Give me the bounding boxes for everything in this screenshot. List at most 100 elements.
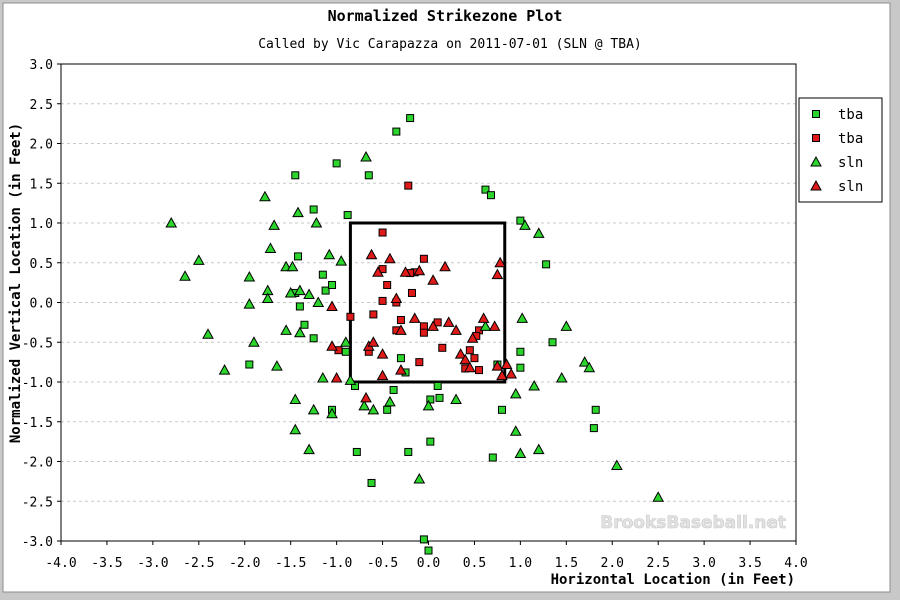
data-point [463, 361, 476, 373]
data-point [360, 391, 372, 403]
data-point [351, 381, 359, 390]
data-point [316, 371, 329, 383]
legend-label: sln [838, 155, 863, 171]
data-point [396, 315, 405, 324]
x-tick-label: -2.5 [183, 556, 214, 571]
data-point [486, 191, 495, 200]
data-point [450, 393, 462, 404]
data-point [300, 320, 309, 329]
data-point [475, 366, 484, 375]
legend-marker [810, 155, 822, 167]
x-tick-label: 2.5 [646, 556, 669, 571]
data-point [369, 310, 378, 319]
data-point [284, 286, 297, 298]
data-point [516, 347, 525, 356]
data-point [509, 425, 522, 436]
data-point [516, 216, 525, 225]
data-point [610, 459, 623, 470]
x-tick-label: -2.0 [229, 556, 260, 571]
data-point [488, 453, 497, 462]
data-point [192, 254, 205, 265]
x-tick-label: -3.5 [91, 556, 122, 571]
data-point [309, 205, 318, 214]
data-point [496, 369, 508, 381]
data-point [419, 535, 428, 544]
data-point [470, 354, 479, 363]
y-tick-label: -0.5 [22, 336, 53, 351]
data-point [291, 171, 300, 180]
y-tick-label: -2.0 [22, 456, 53, 471]
data-point [323, 248, 336, 260]
data-point [339, 336, 352, 347]
data-point [408, 312, 421, 323]
chart-panel [2, 2, 891, 593]
legend-marker [810, 179, 822, 191]
data-point [399, 266, 412, 277]
pitch-markers [165, 114, 665, 555]
legend-label: sln [838, 179, 863, 195]
data-point [514, 447, 527, 459]
x-tick-label: 4.0 [784, 556, 807, 571]
x-tick-label: 3.5 [738, 556, 761, 571]
data-point [433, 381, 442, 390]
data-point [318, 270, 327, 279]
data-point [286, 260, 299, 272]
data-point [589, 424, 598, 433]
data-point [395, 324, 407, 335]
data-point [392, 127, 401, 136]
data-point [509, 387, 522, 399]
data-point [465, 346, 474, 355]
data-point [360, 150, 372, 162]
x-tick-label: -3.0 [137, 556, 168, 571]
data-point [328, 281, 337, 290]
data-point [427, 320, 439, 331]
x-tick-label: 1.0 [509, 556, 532, 571]
data-point [367, 478, 376, 487]
grid-lines [61, 63, 796, 542]
legend-marker [812, 134, 820, 142]
data-point [343, 211, 352, 220]
data-point [542, 260, 551, 269]
data-point [365, 248, 378, 260]
data-point [560, 320, 573, 331]
chart-title: Normalized Strikezone Plot [328, 7, 563, 25]
data-point [500, 358, 513, 370]
data-point [505, 368, 518, 379]
data-point [494, 256, 507, 268]
data-point [422, 399, 435, 411]
y-tick-label: 1.0 [30, 217, 53, 232]
data-point [413, 264, 426, 276]
data-point [488, 320, 501, 331]
data-point [427, 274, 439, 285]
x-tick-label: 3.0 [692, 556, 715, 571]
data-point [383, 405, 392, 414]
data-point [378, 296, 387, 305]
y-tick-label: -1.0 [22, 376, 53, 391]
data-point [289, 393, 302, 404]
data-point [481, 185, 490, 194]
data-point [344, 374, 357, 385]
data-point [424, 546, 433, 555]
data-point [321, 286, 330, 295]
data-point [330, 371, 343, 383]
data-point [384, 395, 396, 407]
data-point [165, 216, 178, 228]
data-point [426, 395, 435, 404]
data-point [498, 405, 506, 414]
data-point [261, 292, 274, 304]
data-point [450, 324, 462, 335]
data-point [280, 324, 292, 335]
data-point [519, 219, 531, 230]
data-point [271, 360, 283, 371]
data-point [179, 270, 191, 281]
data-point [202, 328, 214, 339]
data-point [294, 284, 306, 296]
data-point [389, 385, 398, 394]
axis-ticks: 3.0 2.5 2.0 1.5 1.0 0.5 0.0 -0.5 -1.0 -1.5 -2.0 -2.… [22, 58, 808, 571]
data-point [218, 364, 231, 375]
data-point [583, 361, 596, 373]
data-point [358, 399, 371, 411]
data-point [243, 271, 256, 282]
data-point [532, 443, 545, 455]
